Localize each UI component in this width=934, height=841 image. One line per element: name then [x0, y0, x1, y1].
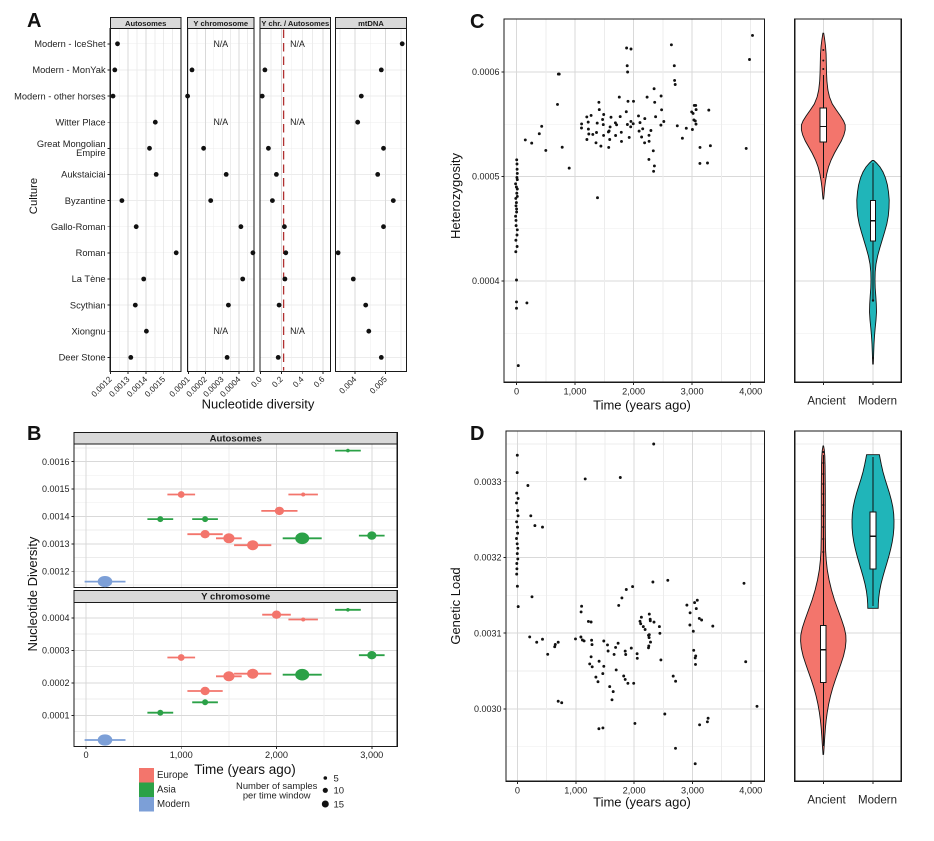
svg-text:2,000: 2,000 [622, 387, 645, 397]
svg-text:4,000: 4,000 [739, 387, 762, 397]
svg-text:N/A: N/A [213, 39, 228, 49]
svg-text:Byzantine: Byzantine [65, 196, 106, 206]
svg-text:Y chromosome: Y chromosome [201, 591, 270, 602]
svg-text:Y chromosome: Y chromosome [193, 19, 248, 28]
svg-text:Great Mongolian: Great Mongolian [37, 139, 106, 149]
svg-text:Time (years ago): Time (years ago) [194, 762, 296, 777]
svg-text:Modern: Modern [157, 799, 190, 810]
svg-text:1,000: 1,000 [564, 387, 587, 397]
svg-text:Modern: Modern [858, 396, 897, 408]
svg-text:Modern - other horses: Modern - other horses [14, 91, 106, 101]
svg-text:Modern - IceShet: Modern - IceShet [34, 39, 106, 49]
svg-text:3,000: 3,000 [681, 786, 704, 796]
svg-text:Autosomes: Autosomes [210, 433, 262, 444]
svg-text:0.0006: 0.0006 [472, 67, 500, 77]
svg-text:0: 0 [515, 786, 520, 796]
svg-text:Scythian: Scythian [70, 300, 106, 310]
svg-text:0.0016: 0.0016 [42, 457, 70, 467]
svg-text:Number of samples: Number of samples [236, 780, 318, 791]
svg-text:0.0031: 0.0031 [474, 628, 502, 638]
svg-text:Empire: Empire [76, 148, 105, 158]
svg-text:0: 0 [514, 387, 519, 397]
svg-text:Witter Place: Witter Place [55, 117, 105, 127]
svg-text:Europe: Europe [157, 770, 188, 781]
svg-text:Ancient: Ancient [807, 396, 846, 408]
svg-text:0.0033: 0.0033 [474, 477, 502, 487]
svg-text:0.0004: 0.0004 [42, 613, 70, 623]
svg-text:0.0002: 0.0002 [42, 678, 70, 688]
svg-text:Modern: Modern [858, 795, 897, 807]
svg-text:mtDNA: mtDNA [358, 19, 384, 28]
svg-text:0.0003: 0.0003 [42, 646, 70, 656]
svg-text:N/A: N/A [213, 326, 228, 336]
svg-text:0.0001: 0.0001 [42, 711, 70, 721]
svg-text:B: B [27, 423, 41, 445]
svg-text:per time window: per time window [243, 790, 311, 801]
svg-text:1,000: 1,000 [564, 786, 587, 796]
svg-text:0.0013: 0.0013 [42, 539, 70, 549]
svg-text:Xiongnu: Xiongnu [71, 326, 105, 336]
svg-text:Y chr. / Autosomes: Y chr. / Autosomes [261, 19, 329, 28]
svg-text:2,000: 2,000 [623, 786, 646, 796]
svg-text:10: 10 [334, 786, 345, 797]
svg-text:Heterozygosity: Heterozygosity [448, 153, 463, 239]
svg-text:N/A: N/A [290, 117, 305, 127]
svg-text:Autosomes: Autosomes [125, 19, 166, 28]
svg-text:3,000: 3,000 [681, 387, 704, 397]
svg-text:2,000: 2,000 [265, 750, 288, 760]
svg-text:3,000: 3,000 [360, 750, 383, 760]
svg-text:Time (years ago): Time (years ago) [593, 398, 691, 413]
svg-text:N/A: N/A [290, 326, 305, 336]
svg-text:0.0030: 0.0030 [474, 704, 502, 714]
svg-text:0.0012: 0.0012 [42, 566, 70, 576]
svg-text:Asia: Asia [157, 784, 176, 795]
svg-text:0.0004: 0.0004 [472, 276, 500, 286]
svg-text:4,000: 4,000 [739, 786, 762, 796]
svg-text:Genetic Load: Genetic Load [448, 567, 463, 644]
svg-text:D: D [470, 423, 484, 445]
svg-text:Nucleotide diversity: Nucleotide diversity [202, 397, 315, 412]
svg-text:Nucleotide Diversity: Nucleotide Diversity [25, 536, 40, 651]
svg-text:C: C [470, 11, 484, 33]
svg-text:Time (years ago): Time (years ago) [593, 795, 691, 810]
svg-text:5: 5 [334, 773, 339, 784]
svg-text:0.0032: 0.0032 [474, 553, 502, 563]
svg-text:Aukstaiciai: Aukstaiciai [61, 170, 105, 180]
svg-text:A: A [27, 10, 41, 32]
svg-text:15: 15 [334, 799, 345, 810]
svg-text:N/A: N/A [290, 39, 305, 49]
svg-text:0: 0 [83, 750, 88, 760]
svg-text:1,000: 1,000 [170, 750, 193, 760]
svg-text:0.0015: 0.0015 [42, 484, 70, 494]
svg-text:Deer Stone: Deer Stone [59, 353, 106, 363]
svg-text:0.0014: 0.0014 [42, 512, 70, 522]
svg-text:Ancient: Ancient [807, 795, 846, 807]
svg-text:Gallo-Roman: Gallo-Roman [51, 222, 106, 232]
svg-text:Roman: Roman [76, 248, 106, 258]
svg-text:N/A: N/A [213, 117, 228, 127]
svg-text:La Tène: La Tène [72, 274, 106, 284]
svg-text:Culture: Culture [28, 178, 40, 214]
svg-text:Modern - MonYak: Modern - MonYak [32, 65, 106, 75]
svg-text:0.0005: 0.0005 [472, 172, 500, 182]
